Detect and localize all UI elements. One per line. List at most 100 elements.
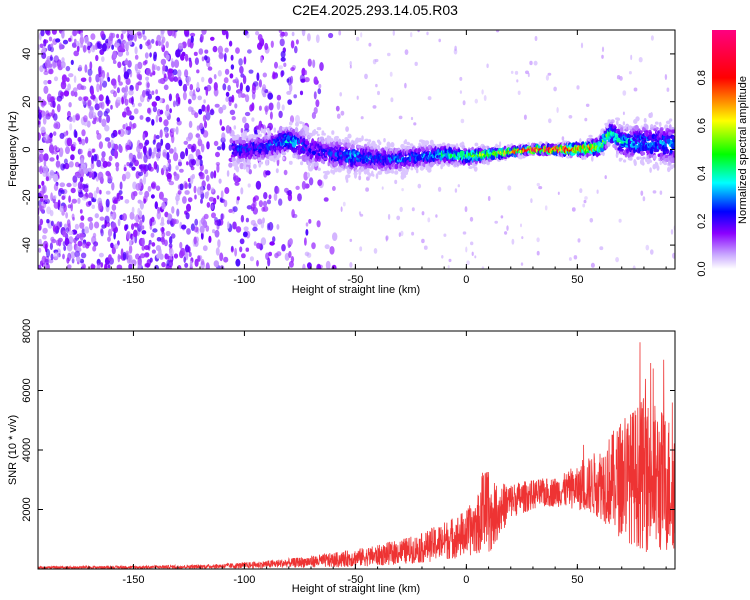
noise-blob bbox=[72, 175, 78, 183]
ridge-blob bbox=[265, 159, 269, 164]
noise-blob bbox=[240, 93, 246, 98]
noise-blob bbox=[143, 252, 150, 258]
noise-blob bbox=[71, 30, 78, 37]
noise-blob bbox=[257, 34, 263, 41]
noise-blob bbox=[462, 100, 466, 106]
noise-blob bbox=[143, 166, 147, 175]
noise-blob bbox=[336, 113, 341, 119]
noise-blob bbox=[217, 70, 222, 77]
noise-blob bbox=[533, 60, 538, 66]
noise-blob bbox=[142, 30, 145, 35]
noise-blob bbox=[260, 56, 263, 63]
ridge-blob bbox=[346, 138, 350, 144]
noise-blob bbox=[329, 246, 335, 255]
noise-blob bbox=[90, 94, 96, 100]
ridge-blob bbox=[347, 133, 352, 139]
ridge-blob bbox=[658, 144, 663, 147]
colorbar-tick-label: 0.2 bbox=[696, 214, 708, 229]
noise-blob bbox=[331, 264, 337, 269]
noise-blob bbox=[210, 187, 215, 193]
noise-blob bbox=[332, 232, 338, 242]
noise-blob bbox=[141, 230, 147, 235]
ridge-blob bbox=[654, 121, 659, 125]
noise-blob bbox=[142, 90, 146, 98]
noise-blob bbox=[107, 236, 111, 242]
noise-blob bbox=[258, 79, 262, 88]
noise-blob bbox=[72, 141, 77, 147]
noise-blob bbox=[55, 160, 61, 168]
noise-blob bbox=[81, 138, 86, 146]
noise-blob bbox=[59, 205, 65, 213]
noise-blob bbox=[151, 119, 155, 126]
noise-blob bbox=[276, 224, 280, 230]
noise-blob bbox=[633, 87, 638, 92]
noise-blob bbox=[218, 178, 222, 184]
noise-blob bbox=[41, 98, 46, 108]
noise-blob bbox=[239, 246, 243, 253]
noise-blob bbox=[171, 127, 176, 133]
noise-blob bbox=[140, 253, 146, 259]
noise-blob bbox=[80, 252, 87, 259]
noise-blob bbox=[176, 208, 180, 217]
noise-blob bbox=[226, 170, 230, 177]
noise-blob bbox=[242, 116, 247, 124]
ridge-blob bbox=[345, 178, 349, 183]
noise-blob bbox=[42, 234, 47, 240]
noise-blob bbox=[630, 54, 633, 61]
noise-blob bbox=[266, 199, 271, 205]
noise-blob bbox=[186, 228, 191, 235]
ridge-blob bbox=[299, 121, 303, 125]
noise-blob bbox=[177, 190, 182, 195]
noise-blob bbox=[41, 46, 46, 54]
noise-blob bbox=[198, 124, 204, 130]
noise-blob bbox=[137, 102, 142, 107]
noise-blob bbox=[201, 56, 205, 62]
noise-blob bbox=[208, 77, 213, 84]
noise-blob bbox=[101, 156, 105, 163]
noise-blob bbox=[142, 145, 147, 154]
noise-blob bbox=[71, 213, 75, 220]
noise-blob bbox=[290, 40, 295, 49]
noise-blob bbox=[83, 184, 89, 190]
noise-blob bbox=[65, 227, 69, 234]
ridge-blob bbox=[377, 145, 381, 150]
noise-blob bbox=[156, 237, 162, 242]
noise-blob bbox=[106, 114, 111, 124]
noise-blob bbox=[175, 165, 179, 171]
noise-blob bbox=[596, 189, 599, 194]
noise-blob bbox=[74, 91, 78, 98]
noise-blob bbox=[183, 30, 190, 37]
noise-blob bbox=[210, 171, 215, 179]
noise-blob bbox=[115, 165, 119, 172]
noise-blob bbox=[268, 251, 272, 257]
noise-blob bbox=[101, 80, 108, 88]
noise-blob bbox=[219, 119, 223, 126]
noise-blob bbox=[201, 180, 206, 188]
noise-blob bbox=[435, 214, 438, 218]
noise-blob bbox=[39, 218, 44, 226]
noise-blob bbox=[41, 255, 46, 265]
noise-blob bbox=[158, 79, 163, 84]
noise-blob bbox=[169, 236, 173, 245]
noise-blob bbox=[51, 30, 57, 35]
noise-blob bbox=[38, 225, 42, 231]
noise-blob bbox=[45, 176, 50, 182]
ridge-blob bbox=[248, 134, 254, 138]
noise-blob bbox=[66, 264, 72, 269]
noise-blob bbox=[166, 151, 170, 161]
noise-blob bbox=[278, 30, 283, 34]
y-tick-label: 8000 bbox=[21, 319, 33, 343]
ridge-blob bbox=[650, 112, 653, 118]
ridge-blob bbox=[323, 132, 326, 136]
ridge-blob bbox=[364, 138, 369, 142]
ridge-blob bbox=[358, 169, 362, 176]
noise-blob bbox=[200, 143, 205, 153]
noise-blob bbox=[495, 30, 500, 33]
noise-blob bbox=[173, 59, 180, 68]
ridge-blob bbox=[306, 156, 310, 161]
noise-blob bbox=[185, 147, 189, 157]
ridge-blob bbox=[625, 133, 628, 137]
noise-blob bbox=[68, 102, 72, 108]
noise-blob bbox=[53, 131, 57, 137]
